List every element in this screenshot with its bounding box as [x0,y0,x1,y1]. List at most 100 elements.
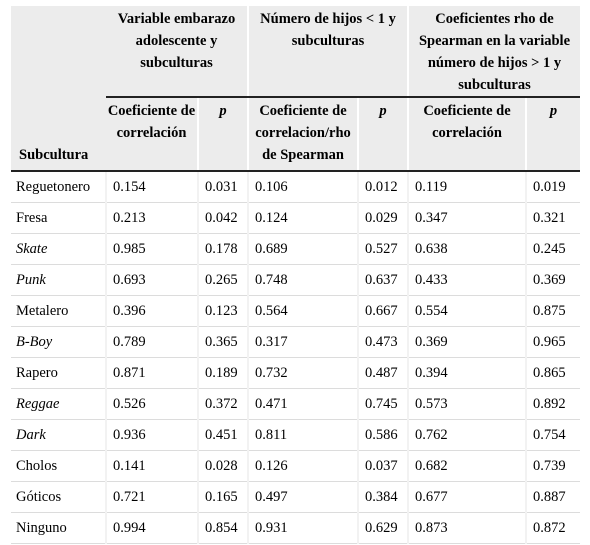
cell-coef-hijos-menor: 0.732 [247,357,358,389]
header-p-3: p [525,97,580,172]
cell-coef-hijos-menor: 0.931 [247,512,358,544]
table-row: Fresa 0.213 0.042 0.124 0.029 0.347 0.321 [11,202,580,234]
cell-coef-hijos-menor: 0.471 [247,388,358,420]
row-subcultura-name: Fresa [11,202,106,234]
row-subcultura-name: B-Boy [11,326,106,358]
cell-p-hijos-menor: 0.586 [357,419,408,451]
cell-coef-embarazo: 0.789 [105,326,198,358]
header-group-hijos-mayor: Coeficientes rho de Spearman en la varia… [407,6,580,98]
header-subcultura: Subcultura [11,6,106,172]
cell-coef-hijos-menor: 0.748 [247,264,358,296]
cell-p-hijos-menor: 0.473 [357,326,408,358]
header-p-1: p [197,97,248,172]
cell-coef-hijos-menor: 0.497 [247,481,358,513]
cell-coef-hijos-mayor: 0.394 [407,357,526,389]
cell-p-hijos-menor: 0.029 [357,202,408,234]
cell-p-hijos-menor: 0.487 [357,357,408,389]
cell-coef-hijos-mayor: 0.369 [407,326,526,358]
row-subcultura-name: Skate [11,233,106,265]
cell-p-embarazo: 0.028 [197,450,248,482]
cell-p-hijos-mayor: 0.369 [525,264,580,296]
cell-coef-embarazo: 0.141 [105,450,198,482]
cell-p-hijos-mayor: 0.965 [525,326,580,358]
table-row: B-Boy 0.789 0.365 0.317 0.473 0.369 0.965 [11,326,580,358]
table-row: Góticos 0.721 0.165 0.497 0.384 0.677 0.887 [11,481,580,513]
cell-coef-hijos-mayor: 0.554 [407,295,526,327]
row-subcultura-name: Reggae [11,388,106,420]
cell-p-hijos-mayor: 0.887 [525,481,580,513]
cell-p-embarazo: 0.265 [197,264,248,296]
table-row: Dark 0.936 0.451 0.811 0.586 0.762 0.754 [11,419,580,451]
subcultures-correlation-table: Subcultura Variable embarazo adolescente… [11,6,580,544]
row-subcultura-name: Punk [11,264,106,296]
header-p-2: p [357,97,408,172]
row-subcultura-name: Cholos [11,450,106,482]
cell-p-embarazo: 0.372 [197,388,248,420]
cell-p-embarazo: 0.365 [197,326,248,358]
cell-p-hijos-menor: 0.637 [357,264,408,296]
cell-p-embarazo: 0.854 [197,512,248,544]
header-coef-3: Coeficiente de correlación [407,97,526,172]
cell-coef-hijos-mayor: 0.119 [407,171,526,203]
cell-coef-hijos-mayor: 0.347 [407,202,526,234]
cell-p-hijos-mayor: 0.875 [525,295,580,327]
cell-p-embarazo: 0.189 [197,357,248,389]
table-row: Skate 0.985 0.178 0.689 0.527 0.638 0.245 [11,233,580,265]
cell-p-hijos-menor: 0.527 [357,233,408,265]
table-row: Punk 0.693 0.265 0.748 0.637 0.433 0.369 [11,264,580,296]
header-group-hijos-menor: Número de hijos < 1 y subculturas [247,6,408,98]
cell-p-embarazo: 0.031 [197,171,248,203]
cell-p-embarazo: 0.451 [197,419,248,451]
header-coef-2: Coeficiente de correlacion/rho de Spearm… [247,97,358,172]
cell-p-embarazo: 0.042 [197,202,248,234]
cell-p-hijos-menor: 0.012 [357,171,408,203]
cell-coef-embarazo: 0.936 [105,419,198,451]
cell-coef-embarazo: 0.721 [105,481,198,513]
cell-p-embarazo: 0.178 [197,233,248,265]
table-row: Ninguno 0.994 0.854 0.931 0.629 0.873 0.872 [11,512,580,544]
table-row: Metalero 0.396 0.123 0.564 0.667 0.554 0.875 [11,295,580,327]
cell-p-embarazo: 0.123 [197,295,248,327]
header-group-embarazo: Variable embarazo adolescente y subcultu… [106,6,248,98]
cell-coef-hijos-menor: 0.564 [247,295,358,327]
header-coef-1: Coeficiente de correlación [106,97,198,172]
cell-coef-embarazo: 0.985 [105,233,198,265]
cell-p-hijos-mayor: 0.892 [525,388,580,420]
cell-coef-hijos-mayor: 0.433 [407,264,526,296]
cell-p-hijos-menor: 0.629 [357,512,408,544]
row-subcultura-name: Rapero [11,357,106,389]
row-subcultura-name: Metalero [11,295,106,327]
cell-coef-embarazo: 0.693 [105,264,198,296]
cell-coef-hijos-mayor: 0.677 [407,481,526,513]
cell-coef-embarazo: 0.871 [105,357,198,389]
table-row: Rapero 0.871 0.189 0.732 0.487 0.394 0.865 [11,357,580,389]
cell-p-hijos-mayor: 0.019 [525,171,580,203]
cell-p-hijos-mayor: 0.739 [525,450,580,482]
cell-coef-hijos-menor: 0.811 [247,419,358,451]
cell-coef-embarazo: 0.213 [105,202,198,234]
cell-p-hijos-menor: 0.745 [357,388,408,420]
cell-coef-hijos-menor: 0.689 [247,233,358,265]
cell-coef-hijos-menor: 0.317 [247,326,358,358]
cell-p-hijos-menor: 0.384 [357,481,408,513]
cell-p-hijos-mayor: 0.754 [525,419,580,451]
row-subcultura-name: Dark [11,419,106,451]
table-row: Reguetonero 0.154 0.031 0.106 0.012 0.119 0.01… [11,171,580,203]
cell-coef-hijos-menor: 0.126 [247,450,358,482]
cell-coef-embarazo: 0.396 [105,295,198,327]
row-subcultura-name: Góticos [11,481,106,513]
cell-coef-hijos-mayor: 0.682 [407,450,526,482]
cell-p-embarazo: 0.165 [197,481,248,513]
cell-coef-hijos-mayor: 0.638 [407,233,526,265]
table-row: Cholos 0.141 0.028 0.126 0.037 0.682 0.739 [11,450,580,482]
cell-coef-hijos-menor: 0.124 [247,202,358,234]
cell-p-hijos-mayor: 0.245 [525,233,580,265]
cell-coef-hijos-mayor: 0.762 [407,419,526,451]
table-body: Reguetonero 0.154 0.031 0.106 0.012 0.119 0.01… [11,171,580,544]
cell-coef-hijos-mayor: 0.573 [407,388,526,420]
cell-coef-embarazo: 0.154 [105,171,198,203]
cell-coef-embarazo: 0.526 [105,388,198,420]
table-row: Reggae 0.526 0.372 0.471 0.745 0.573 0.892 [11,388,580,420]
cell-coef-hijos-mayor: 0.873 [407,512,526,544]
cell-p-hijos-menor: 0.037 [357,450,408,482]
